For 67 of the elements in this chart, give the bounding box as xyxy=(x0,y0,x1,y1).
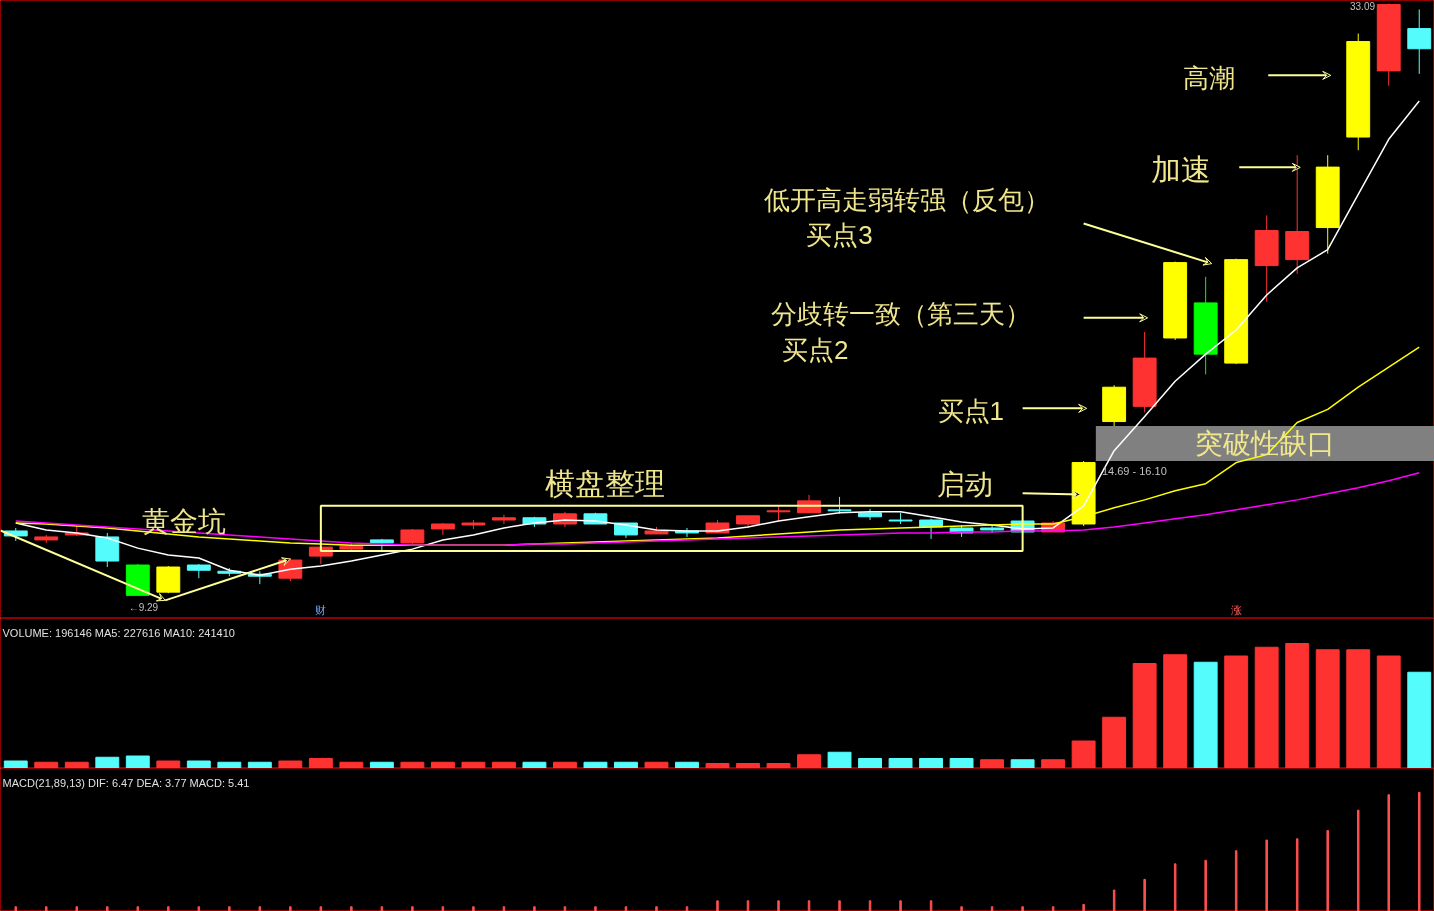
annotation: 加速 xyxy=(1151,153,1212,187)
bar xyxy=(64,761,89,768)
chart-title: MACD(21,89,13) DIF: 6.47 DEA: 3.77 MACD: 5.41 xyxy=(2,776,250,789)
bar xyxy=(369,761,394,768)
bar xyxy=(1346,649,1371,768)
bar xyxy=(1132,663,1157,768)
candlestick xyxy=(491,514,516,525)
bar xyxy=(400,761,425,768)
bar xyxy=(1315,649,1340,768)
bar xyxy=(125,755,150,768)
annotation: 买点1 xyxy=(937,396,1004,427)
bar xyxy=(766,763,791,768)
bar xyxy=(1193,661,1218,768)
bar xyxy=(95,756,120,768)
bar xyxy=(614,761,638,768)
bar xyxy=(186,760,211,768)
bar xyxy=(1102,716,1127,768)
bar xyxy=(1041,759,1066,768)
annotation: ←9.29 xyxy=(128,602,159,614)
bar xyxy=(675,761,699,768)
annotation: 买点2 xyxy=(781,335,849,366)
annotation: 启动 xyxy=(936,469,993,501)
bar xyxy=(308,758,333,768)
bar xyxy=(522,761,547,768)
bar xyxy=(278,760,303,768)
annotation: 高潮 xyxy=(1182,62,1235,93)
bar xyxy=(156,760,181,768)
bar xyxy=(644,761,669,768)
bar xyxy=(491,761,516,768)
annotation: 14.69 - 16.10 xyxy=(1101,464,1167,477)
annotation: 涨 xyxy=(1230,604,1242,617)
bar xyxy=(553,761,577,768)
annotation: 分歧转一致（第三天） xyxy=(770,299,1031,330)
annotation: 黄金坑 xyxy=(141,505,226,537)
bar xyxy=(736,763,760,768)
bar xyxy=(1010,759,1035,768)
bar xyxy=(430,761,455,768)
band-label: 突破性缺口 xyxy=(1195,428,1336,460)
bar xyxy=(1376,655,1401,768)
candlestick xyxy=(1407,8,1432,75)
bar xyxy=(583,761,608,768)
bar xyxy=(1285,643,1310,768)
bar xyxy=(1163,654,1188,768)
bar xyxy=(1254,646,1279,768)
bar xyxy=(797,754,821,768)
bar xyxy=(827,751,852,768)
bar xyxy=(1407,671,1432,768)
chart-title: VOLUME: 196146 MA5: 227616 MA10: 241410 xyxy=(2,626,235,639)
bar xyxy=(34,761,59,768)
bar xyxy=(1071,740,1096,768)
annotation: 33.09 xyxy=(1349,0,1376,12)
bar xyxy=(247,761,272,768)
bar xyxy=(705,763,730,768)
bar xyxy=(888,758,913,768)
annotation: 买点3 xyxy=(806,219,873,250)
annotation: 财 xyxy=(315,604,327,617)
bar xyxy=(339,761,364,768)
bar xyxy=(1224,655,1249,768)
bar xyxy=(3,760,28,768)
bar xyxy=(919,758,944,768)
bar xyxy=(949,758,974,768)
bar xyxy=(858,758,882,768)
bar xyxy=(461,761,486,768)
annotation: 横盘整理 xyxy=(544,466,665,500)
annotation: 低开高走弱转强（反包） xyxy=(763,184,1050,215)
bar xyxy=(980,759,1005,768)
bar xyxy=(217,761,242,768)
